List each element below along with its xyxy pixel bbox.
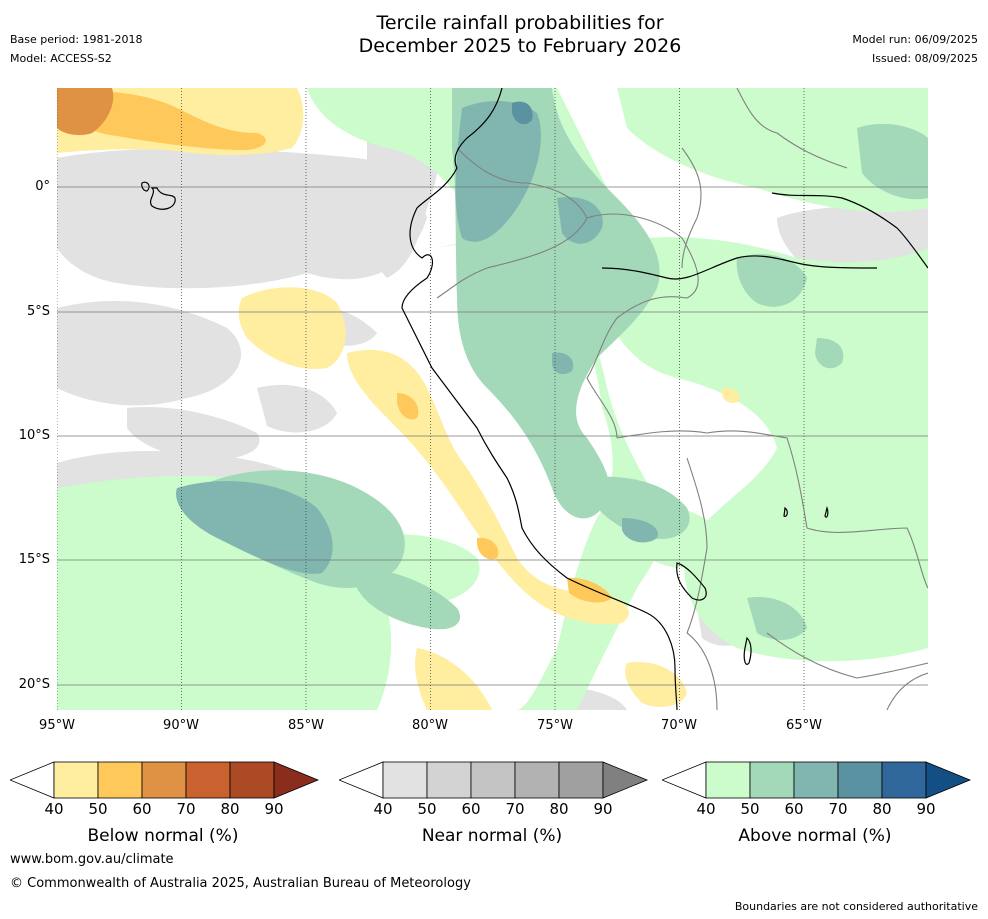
colorbar-tick-label: 90 bbox=[916, 800, 936, 818]
country-boundaries bbox=[436, 88, 928, 710]
colorbar-tick-label: 60 bbox=[784, 800, 804, 818]
colorbar-segment bbox=[426, 761, 472, 799]
colorbar-extend-arrow bbox=[602, 761, 649, 799]
colorbar-segment bbox=[749, 761, 795, 799]
lon-label-85w: 85°W bbox=[288, 718, 324, 733]
colorbar-segment bbox=[229, 761, 275, 799]
colorbar-tick-label: 60 bbox=[132, 800, 152, 818]
lon-label-65w: 65°W bbox=[786, 718, 822, 733]
above-normal-60-70 bbox=[176, 101, 658, 574]
colorbar-segment bbox=[705, 761, 751, 799]
lon-label-75w: 75°W bbox=[537, 718, 573, 733]
colorbar-extend-arrow bbox=[925, 761, 972, 799]
colorbar-tick-label: 90 bbox=[593, 800, 613, 818]
colorbar-tick-label: 80 bbox=[220, 800, 240, 818]
lon-label-80w: 80°W bbox=[412, 718, 448, 733]
colorbar-segment bbox=[558, 761, 604, 799]
colorbar-tick-label: 40 bbox=[373, 800, 393, 818]
colorbar-above-normal-scale bbox=[660, 761, 972, 799]
lat-label-20s: 20°S bbox=[18, 677, 50, 692]
colorbar-tick-label: 50 bbox=[740, 800, 760, 818]
colorbar-segment bbox=[793, 761, 839, 799]
colorbar-below-normal-scale bbox=[8, 761, 320, 799]
base-period-text: Base period: 1981-2018 bbox=[10, 33, 143, 46]
parallels bbox=[57, 186, 928, 686]
above-normal-70-80 bbox=[512, 101, 533, 125]
colorbar-segment bbox=[470, 761, 516, 799]
rainfall-probability-map bbox=[57, 88, 928, 710]
lon-label-95w: 95°W bbox=[39, 718, 75, 733]
colorbar-segment bbox=[514, 761, 560, 799]
disclaimer-text: Boundaries are not considered authoritat… bbox=[734, 900, 978, 913]
colorbar-segment bbox=[382, 761, 428, 799]
colorbar-tick-label: 60 bbox=[461, 800, 481, 818]
colorbar-segment bbox=[53, 761, 99, 799]
colorbar-segment bbox=[97, 761, 143, 799]
model-text: Model: ACCESS-S2 bbox=[10, 52, 112, 65]
colorbar-near-normal-scale bbox=[337, 761, 649, 799]
colorbar-label-above: Above normal (%) bbox=[738, 826, 892, 846]
colorbar-tick-label: 50 bbox=[417, 800, 437, 818]
colorbar-tick-label: 70 bbox=[505, 800, 525, 818]
colorbar-above-normal bbox=[660, 761, 972, 803]
lat-label-5s: 5°S bbox=[26, 304, 50, 319]
lat-label-0: 0° bbox=[35, 179, 50, 194]
colorbar-segment bbox=[185, 761, 231, 799]
colorbar-tick-label: 70 bbox=[176, 800, 196, 818]
colorbar-tick-label: 90 bbox=[264, 800, 284, 818]
colorbar-near-normal bbox=[337, 761, 649, 803]
colorbar-tick-label: 50 bbox=[88, 800, 108, 818]
below-normal-60-70 bbox=[57, 88, 114, 136]
issued-text: Issued: 08/09/2025 bbox=[871, 52, 978, 65]
lat-label-15s: 15°S bbox=[18, 552, 50, 567]
colorbar-segment bbox=[881, 761, 927, 799]
colorbar-tick-label: 80 bbox=[872, 800, 892, 818]
colorbar-below-normal bbox=[8, 761, 320, 803]
colorbar-segment bbox=[141, 761, 187, 799]
colorbar-segment bbox=[837, 761, 883, 799]
colorbar-tick-label: 70 bbox=[828, 800, 848, 818]
title-line-1: Tercile rainfall probabilities for bbox=[376, 12, 664, 34]
page-title: Tercile rainfall probabilities for Decem… bbox=[0, 12, 988, 58]
colorbar-tick-label: 80 bbox=[549, 800, 569, 818]
lat-label-10s: 10°S bbox=[18, 428, 50, 443]
colorbar-tick-label: 40 bbox=[696, 800, 716, 818]
colorbar-extend-arrow bbox=[273, 761, 320, 799]
colorbar-tick-label: 40 bbox=[44, 800, 64, 818]
lon-label-70w: 70°W bbox=[661, 718, 697, 733]
model-run-text: Model run: 06/09/2025 bbox=[852, 33, 978, 46]
title-line-2: December 2025 to February 2026 bbox=[358, 35, 682, 57]
coastlines bbox=[141, 88, 928, 710]
colorbar-label-below: Below normal (%) bbox=[87, 826, 239, 846]
lon-label-90w: 90°W bbox=[163, 718, 199, 733]
website-link[interactable]: www.bom.gov.au/climate bbox=[10, 852, 174, 867]
copyright-text: © Commonwealth of Australia 2025, Austra… bbox=[10, 876, 471, 891]
colorbar-label-near: Near normal (%) bbox=[421, 826, 563, 846]
